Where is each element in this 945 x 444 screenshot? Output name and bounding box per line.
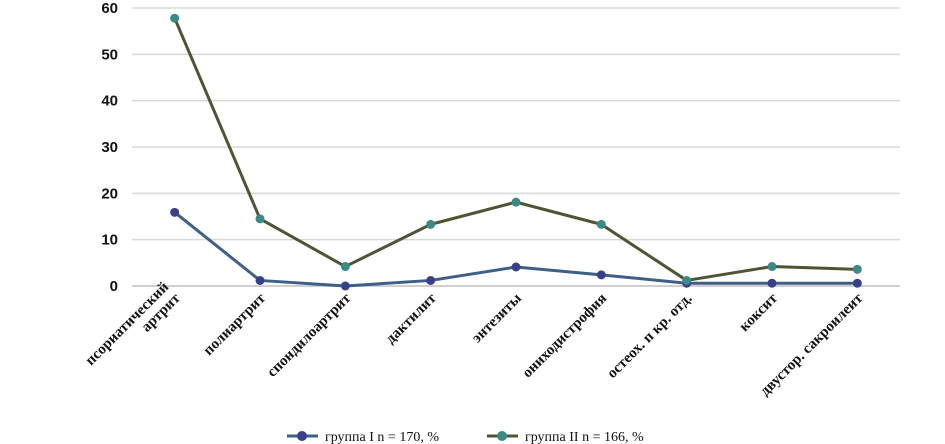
x-tick-label-1: полиартрит [201,290,270,359]
y-tick-label-60: 60 [101,0,118,17]
legend-item-group-1: группа I n = 170, % [287,430,439,444]
x-tick-label-5: ониходистрофия [520,291,611,382]
y-tick-label-50: 50 [101,46,118,63]
data-point-group-1 [767,278,777,288]
x-axis-ticks: псориатическийартрит полиартритспондилоар… [83,279,867,399]
y-tick-label-0: 0 [110,278,118,295]
legend-marker-group-1 [297,431,307,441]
x-tick-label-line: ониходистрофия [520,291,611,382]
legend-marker-group-2 [497,431,507,441]
data-point-group-2 [767,262,777,272]
data-point-group-2 [511,197,521,207]
legend-label-group-2: группа II n = 166, % [525,430,644,444]
data-point-group-2 [682,275,692,285]
x-tick-label-7: коксит [736,290,781,335]
data-point-group-2 [255,214,265,224]
data-point-group-1 [511,262,521,272]
series-layer [170,13,862,291]
data-point-group-1 [340,281,350,291]
x-tick-label-2: спондилоартрит [264,290,354,380]
data-point-group-1 [170,207,180,217]
x-tick-label-line: коксит [736,290,781,335]
series-group-1 [170,207,862,291]
x-tick-label-6: остеох. п кр. отд. [604,290,695,381]
series-group-2 [170,13,862,285]
data-point-group-2 [852,264,862,274]
x-tick-label-line: спондилоартрит [264,290,354,380]
x-tick-label-line: остеох. п кр. отд. [604,290,695,381]
data-point-group-1 [426,275,436,285]
data-point-group-2 [340,262,350,272]
y-tick-label-30: 30 [101,139,118,156]
data-point-group-1 [255,275,265,285]
y-tick-label-10: 10 [101,232,118,249]
data-point-group-2 [170,13,180,23]
x-tick-label-0: псориатическийартрит [83,279,184,380]
x-tick-label-3: дактилит [383,290,440,347]
gridlines [132,7,900,241]
x-tick-label-line: полиартрит [201,290,270,359]
data-point-group-1 [852,278,862,288]
data-point-group-2 [596,219,606,229]
x-tick-label-4: энтезиты [469,290,525,346]
series-line-group-1 [173,211,858,288]
y-tick-label-20: 20 [101,185,118,202]
x-tick-label-line: энтезиты [469,290,525,346]
legend: группа I n = 170, % группа II n = 166, % [287,430,644,444]
y-tick-label-40: 40 [101,93,118,110]
legend-item-group-2: группа II n = 166, % [487,430,644,444]
legend-label-group-1: группа I n = 170, % [325,430,439,444]
data-point-group-1 [596,270,606,280]
data-point-group-2 [426,219,436,229]
x-tick-label-line: дактилит [383,290,440,347]
series-line-group-2 [173,17,858,282]
y-axis-ticks: 0 10 20 30 40 50 60 [101,0,118,295]
